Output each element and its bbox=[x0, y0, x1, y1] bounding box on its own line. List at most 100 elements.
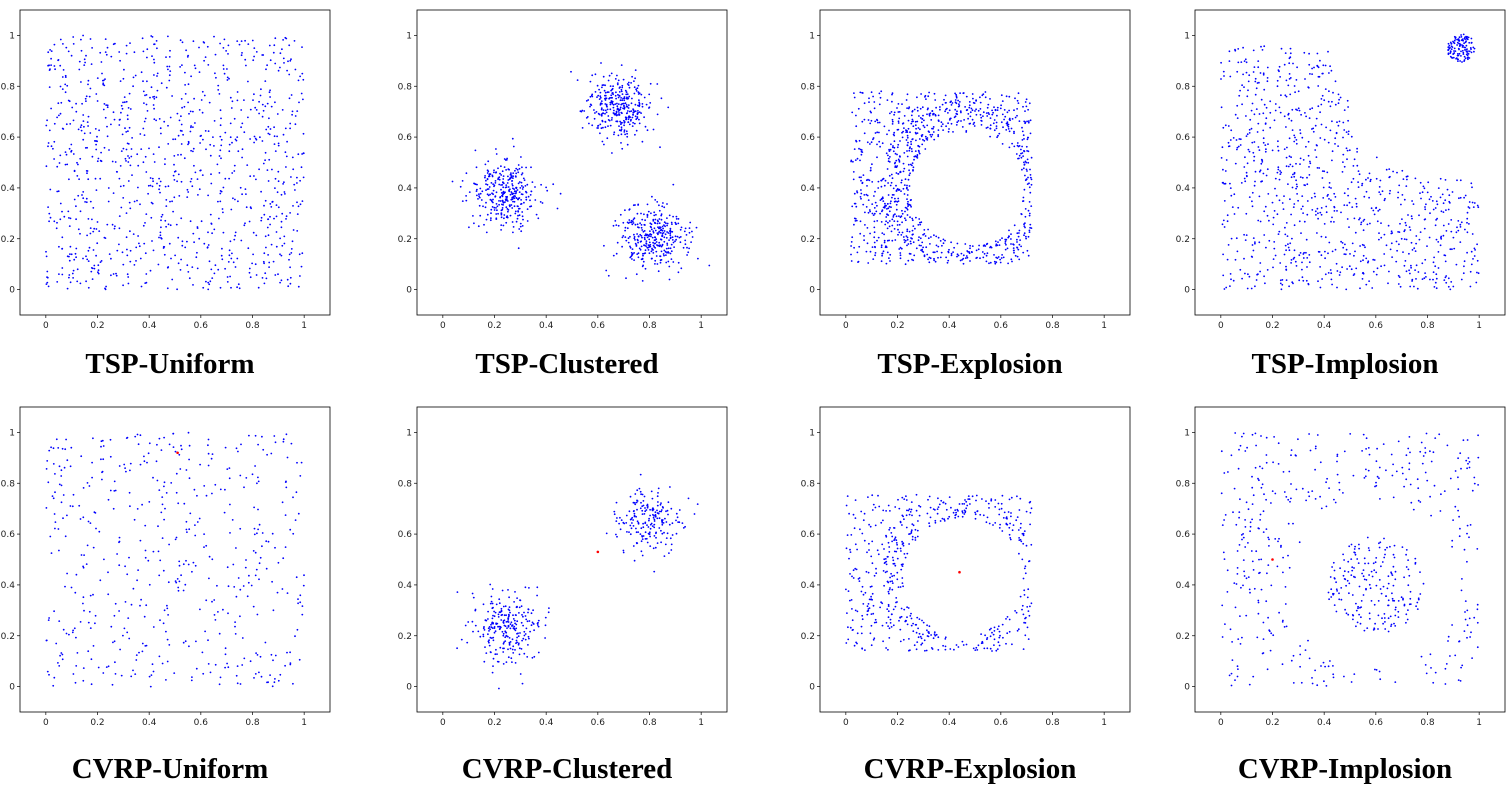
data-point bbox=[942, 129, 944, 132]
data-point bbox=[502, 663, 505, 665]
data-point bbox=[532, 609, 534, 612]
data-point bbox=[911, 217, 914, 220]
data-point bbox=[927, 237, 930, 240]
data-point bbox=[1024, 101, 1027, 103]
x-tick-label: 0.6 bbox=[591, 718, 606, 728]
data-point bbox=[916, 155, 919, 157]
data-point bbox=[1278, 65, 1281, 68]
data-point bbox=[192, 150, 194, 153]
data-point bbox=[1233, 213, 1236, 215]
data-point bbox=[220, 138, 223, 141]
data-point bbox=[52, 147, 54, 150]
data-point bbox=[209, 154, 212, 157]
data-point bbox=[224, 267, 227, 270]
data-point bbox=[125, 160, 127, 162]
data-point bbox=[249, 660, 252, 663]
data-point bbox=[81, 102, 83, 105]
data-point bbox=[118, 51, 121, 53]
data-point bbox=[192, 561, 195, 564]
data-point bbox=[118, 465, 121, 467]
data-point bbox=[601, 84, 604, 87]
data-point bbox=[180, 258, 183, 261]
data-point bbox=[505, 221, 508, 224]
data-point bbox=[210, 457, 213, 460]
data-point bbox=[243, 657, 246, 660]
data-point bbox=[902, 236, 905, 238]
data-point bbox=[1274, 177, 1277, 180]
data-point bbox=[101, 470, 104, 473]
data-point bbox=[1414, 177, 1417, 180]
data-point bbox=[937, 236, 940, 239]
data-point bbox=[880, 244, 883, 247]
data-point bbox=[142, 127, 145, 130]
data-point bbox=[46, 119, 48, 122]
data-point bbox=[106, 104, 109, 107]
data-point bbox=[951, 102, 954, 104]
data-point bbox=[257, 476, 259, 479]
y-tick-label: 0.4 bbox=[398, 184, 413, 194]
data-point bbox=[948, 128, 950, 130]
data-point bbox=[85, 100, 87, 102]
data-point bbox=[523, 179, 526, 182]
data-point bbox=[871, 181, 874, 183]
data-point bbox=[859, 232, 862, 235]
data-point bbox=[293, 183, 296, 186]
data-point bbox=[1318, 251, 1321, 253]
data-point bbox=[926, 113, 928, 116]
data-point bbox=[505, 159, 508, 161]
data-point bbox=[209, 671, 212, 674]
data-point bbox=[1407, 214, 1409, 216]
data-point bbox=[1028, 186, 1031, 189]
data-point bbox=[507, 621, 510, 623]
data-point bbox=[486, 183, 489, 186]
data-point bbox=[500, 224, 503, 227]
data-point bbox=[856, 157, 859, 160]
data-point bbox=[656, 244, 658, 246]
data-point bbox=[1006, 111, 1009, 114]
data-point bbox=[521, 211, 524, 213]
data-point bbox=[1271, 149, 1274, 152]
data-point bbox=[79, 518, 82, 520]
data-point bbox=[1028, 102, 1031, 105]
data-point bbox=[515, 623, 518, 626]
data-point bbox=[1293, 140, 1296, 143]
data-point bbox=[918, 244, 921, 247]
data-point bbox=[1277, 140, 1279, 143]
data-point bbox=[1457, 47, 1460, 50]
data-point bbox=[643, 236, 646, 239]
data-point bbox=[135, 659, 138, 661]
data-point bbox=[644, 531, 647, 534]
data-point bbox=[1299, 129, 1301, 131]
data-point bbox=[1004, 240, 1007, 243]
data-point bbox=[915, 139, 917, 142]
data-point bbox=[1285, 165, 1288, 168]
data-point bbox=[203, 485, 206, 487]
data-point bbox=[971, 118, 974, 121]
data-point bbox=[991, 113, 994, 116]
data-point bbox=[1012, 247, 1015, 250]
data-point bbox=[1238, 94, 1241, 97]
data-point bbox=[123, 68, 125, 71]
data-point bbox=[1277, 168, 1280, 171]
data-point bbox=[167, 581, 170, 584]
data-point bbox=[617, 110, 620, 112]
data-point bbox=[1019, 239, 1021, 242]
data-point bbox=[1383, 253, 1386, 255]
data-point bbox=[506, 208, 509, 210]
data-point bbox=[955, 93, 957, 96]
y-tick-label: 1 bbox=[9, 428, 15, 438]
data-point bbox=[896, 224, 899, 226]
data-point bbox=[1245, 61, 1248, 64]
data-point bbox=[146, 461, 148, 464]
data-point bbox=[62, 69, 65, 71]
data-point bbox=[1439, 244, 1442, 247]
data-point bbox=[102, 108, 105, 111]
data-point bbox=[251, 473, 254, 476]
data-point bbox=[612, 93, 614, 96]
data-point bbox=[636, 238, 639, 241]
data-point bbox=[1428, 236, 1431, 239]
data-point bbox=[1008, 130, 1011, 133]
data-point bbox=[898, 117, 901, 120]
data-point bbox=[658, 230, 661, 233]
data-point bbox=[226, 566, 229, 569]
